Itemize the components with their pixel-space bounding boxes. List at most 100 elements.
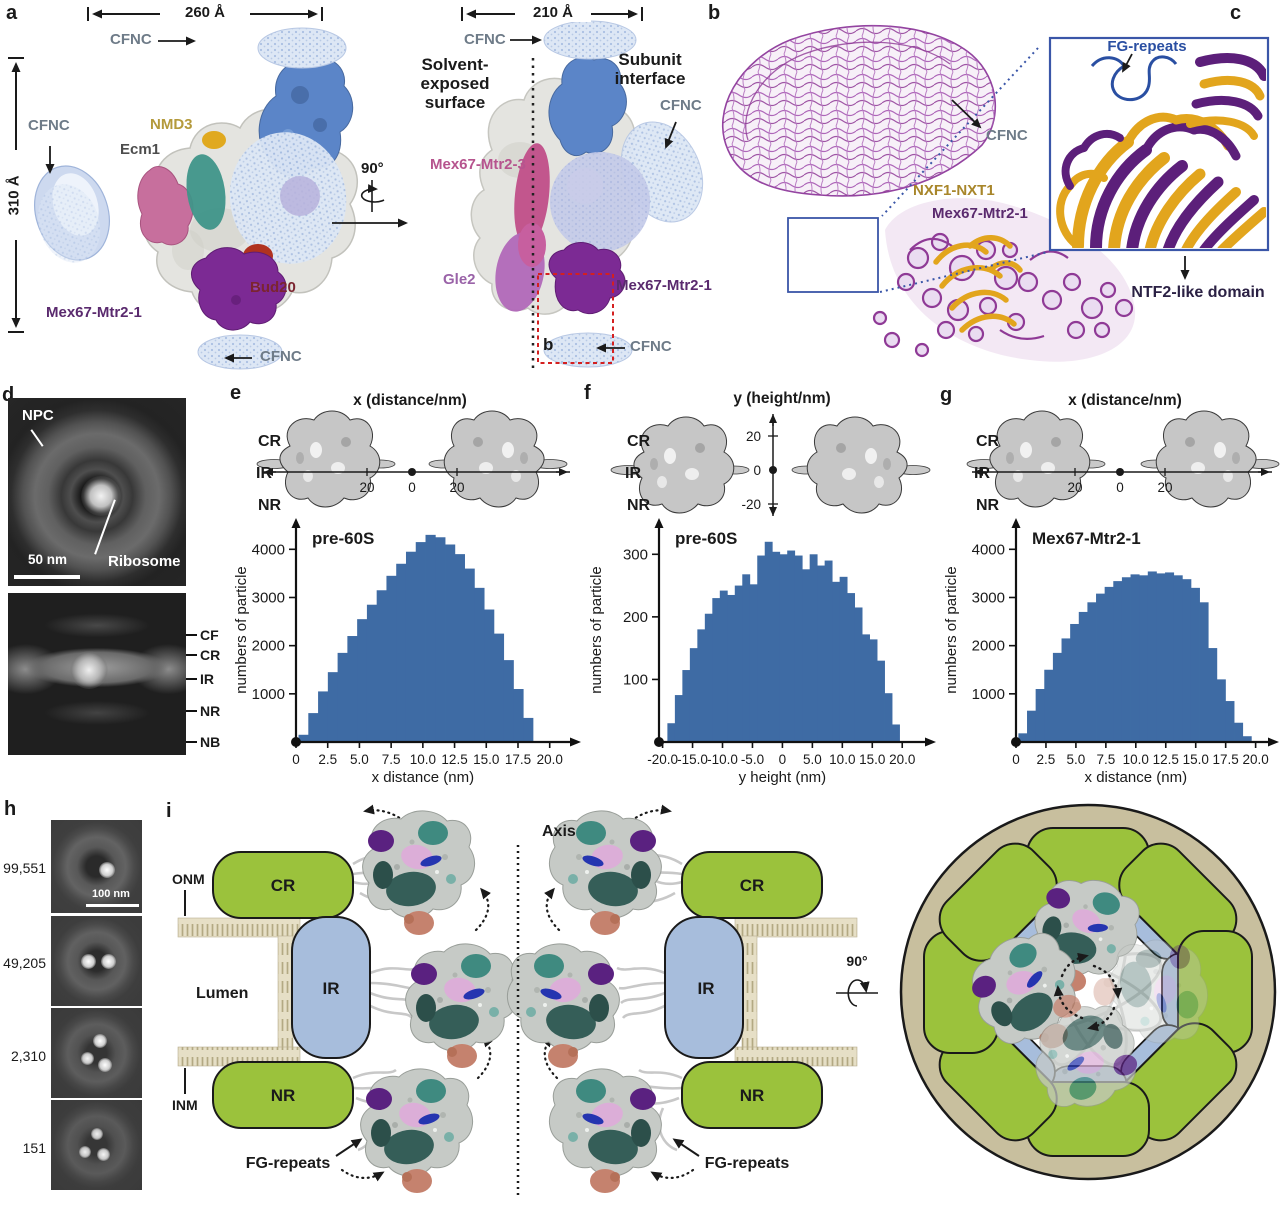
bar [1242, 736, 1252, 742]
ecm1-label: Ecm1 [120, 141, 161, 158]
nr-label: NR [200, 703, 221, 719]
bright-particle-dot [98, 1058, 112, 1072]
pre60s-particle [506, 943, 620, 1069]
bar [862, 634, 870, 742]
bar [474, 587, 485, 742]
scale-50nm-bar [14, 575, 80, 579]
svg-text:15.0: 15.0 [1183, 752, 1209, 767]
panel-a-graphics [8, 7, 704, 370]
svg-text:numbers of particle: numbers of particle [233, 566, 250, 694]
ribosome-density-spot-side [70, 651, 108, 689]
cfnc-label-bottom-right: CFNC [630, 338, 672, 355]
bar [503, 660, 514, 742]
bar [892, 724, 900, 742]
panel-b-region-box [537, 273, 614, 364]
mini-e-tick-right: 20 [449, 480, 464, 495]
svg-text:12.5: 12.5 [1153, 752, 1179, 767]
svg-text:Mex67-Mtr2-1: Mex67-Mtr2-1 [1032, 529, 1141, 548]
ir-label-left: IR [323, 979, 340, 998]
histogram-f-svg: 100 200 300 -20.0 -15.0 -10.0 -5.0 0 5.0 10.0 15.0… [588, 518, 936, 786]
bright-particle-dot [93, 1034, 107, 1048]
width-dim-label: 260 Å [168, 4, 242, 22]
cr-label-left: CR [271, 876, 296, 895]
mex67-mtr2-3-label: Mex67-Mtr2-3 [430, 156, 526, 173]
svg-text:pre-60S: pre-60S [312, 529, 374, 548]
mini-g-tick-left: 20 [1067, 480, 1082, 495]
bar [1147, 571, 1157, 742]
mini-diagram-e: x (distance/nm) 20 0 20 CR IR NR [256, 392, 570, 514]
npc-side-view-em-image [8, 593, 186, 755]
pre60s-particle [548, 1068, 662, 1194]
bar [445, 544, 456, 742]
svg-text:-15.0: -15.0 [677, 752, 708, 767]
mini-f-cr: CR [627, 433, 651, 450]
svg-text:4000: 4000 [252, 541, 285, 558]
svg-text:y height (nm): y height (nm) [739, 769, 827, 786]
mini-e-cr: CR [258, 433, 282, 450]
svg-text:5.0: 5.0 [350, 752, 369, 767]
svg-text:0: 0 [1012, 752, 1020, 767]
dimension-260 [87, 7, 323, 21]
svg-text:2000: 2000 [252, 638, 285, 655]
cf-label: CF [200, 627, 219, 643]
svg-text:4000: 4000 [972, 541, 1005, 558]
npc-half-schematic [177, 804, 493, 1182]
bar [1199, 602, 1209, 742]
svg-text:7.5: 7.5 [382, 752, 401, 767]
panel-letter-b: b [708, 2, 721, 24]
bar [386, 575, 397, 742]
mini-g-nr: NR [976, 497, 1000, 514]
svg-text:20.0: 20.0 [889, 752, 915, 767]
subunit-interface-label: Subunit interface [614, 50, 686, 89]
mini-diagram-g: x (distance/nm) 20 0 20 CR IR NR [966, 392, 1280, 514]
svg-text:numbers of particle: numbers of particle [943, 566, 960, 694]
bar [1208, 648, 1218, 742]
bar [405, 551, 417, 742]
bar [298, 734, 309, 742]
panel-b-c-graphics [722, 24, 1270, 362]
bar [425, 534, 436, 742]
mini-f-ir: IR [625, 465, 641, 482]
tick-nr [186, 710, 197, 712]
bar [1078, 611, 1088, 742]
bar [1070, 623, 1080, 742]
bar [1027, 710, 1037, 742]
bar [366, 604, 378, 742]
bar [1139, 575, 1149, 742]
npc-label: NPC [22, 407, 54, 424]
class-count-3: 2,310 [10, 1048, 46, 1064]
bar [1035, 689, 1045, 742]
bright-particle-dot [91, 1128, 103, 1140]
bar [1113, 581, 1123, 742]
bud20-label: Bud20 [250, 279, 296, 296]
nxf1-nxt1-ribbon [933, 235, 1023, 333]
svg-text:12.5: 12.5 [441, 752, 467, 767]
bar [376, 590, 387, 742]
bar [396, 563, 407, 742]
svg-text:100: 100 [623, 671, 648, 688]
bar [1165, 572, 1175, 742]
svg-text:x distance (nm): x distance (nm) [372, 769, 475, 786]
nucleoplasmic-ring [212, 1061, 354, 1129]
bar [802, 569, 811, 742]
bar [772, 551, 781, 742]
bar [454, 554, 465, 742]
class-count-1: 99,551 [3, 860, 46, 876]
bar [704, 613, 713, 742]
lumen-label: Lumen [196, 985, 248, 1002]
bar [847, 593, 856, 742]
cr-label: CR [200, 647, 221, 663]
pre60s-particle [405, 943, 519, 1069]
mini-f-tick-top: 20 [746, 429, 761, 444]
svg-text:10.0: 10.0 [1123, 752, 1149, 767]
svg-text:17.5: 17.5 [505, 752, 531, 767]
cfnc-arrow [951, 99, 982, 129]
mini-e-tick-left: 20 [359, 480, 374, 495]
bright-particle-dot [97, 1148, 110, 1161]
mini-g-tick-zero: 0 [1116, 480, 1124, 495]
panel-letter-c: c [1230, 2, 1242, 24]
bar [794, 555, 803, 742]
cfnc-mesh-density [722, 24, 997, 197]
outer-nuclear-membrane [177, 917, 301, 938]
svg-text:20.0: 20.0 [537, 752, 563, 767]
